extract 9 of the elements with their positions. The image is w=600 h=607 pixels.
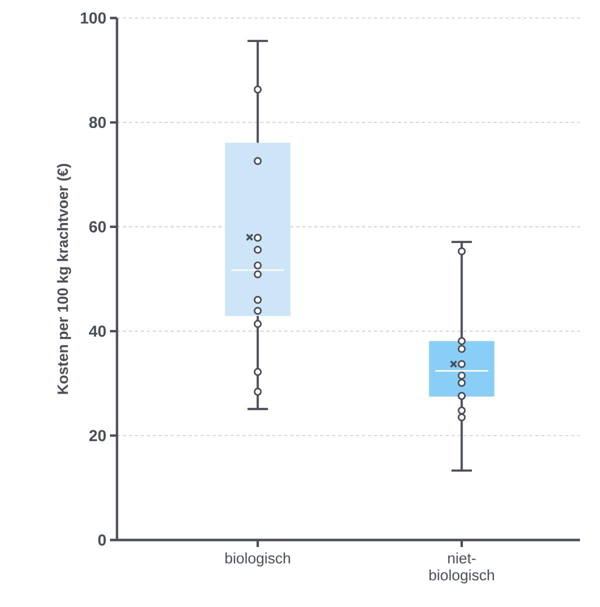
y-axis-title: Kosten per 100 kg krachtvoer (€) (57, 164, 72, 394)
x-tick-label: niet-biologisch (429, 552, 494, 584)
y-tick-label: 20 (89, 430, 106, 442)
y-tick-label: 80 (89, 116, 106, 128)
x-tick-label: biologisch (225, 552, 290, 566)
y-tick-label: 40 (88, 326, 106, 337)
y-tick-label: 100 (80, 12, 106, 24)
y-tick-label: 60 (89, 221, 106, 232)
y-tick-label: 0 (98, 534, 106, 546)
